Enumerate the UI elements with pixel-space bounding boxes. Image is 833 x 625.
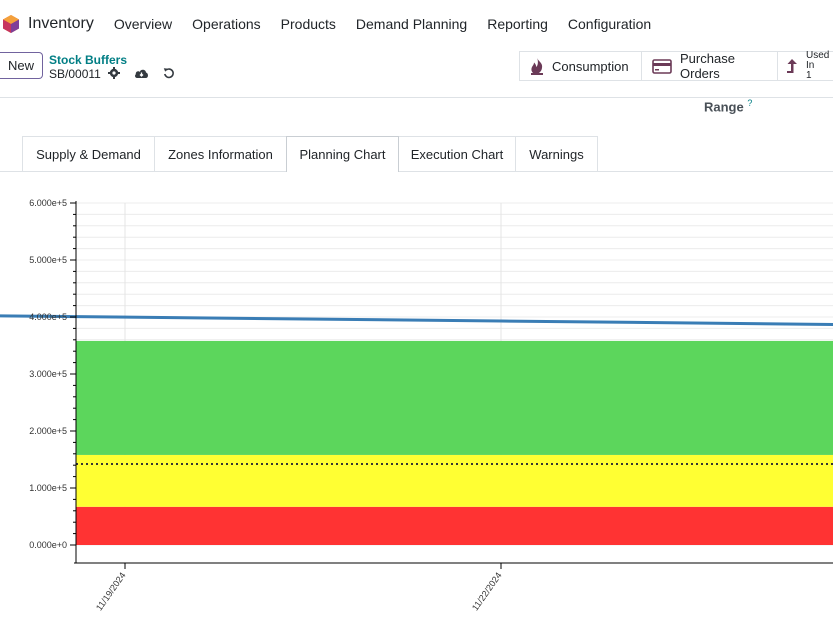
inventory-app-icon[interactable]: [2, 13, 20, 35]
range-field-label: Range ?: [704, 98, 752, 114]
chart-lines: [0, 314, 833, 466]
y-tick-label: 6.000e+5: [29, 198, 67, 208]
tab-zones-information[interactable]: Zones Information: [154, 136, 287, 171]
menu-overview[interactable]: Overview: [113, 15, 173, 32]
series-line-0: [0, 314, 833, 327]
y-tick-label: 4.000e+5: [29, 312, 67, 322]
control-panel: New Stock Buffers SB/00011 Consumption P…: [0, 47, 833, 98]
y-tick-label: 0.000e+0: [29, 540, 67, 550]
discard-undo-icon[interactable]: [163, 67, 175, 79]
y-tick-label: 2.000e+5: [29, 426, 67, 436]
tab-supply-demand[interactable]: Supply & Demand: [22, 136, 155, 171]
y-tick-label: 5.000e+5: [29, 255, 67, 265]
purchase-orders-label: Purchase Orders: [680, 51, 735, 81]
breadcrumb-current: SB/00011: [49, 67, 101, 81]
consumption-label: Consumption: [552, 58, 629, 74]
credit-card-icon: [652, 58, 672, 74]
used-in-count: 1: [806, 70, 812, 81]
tab-warnings[interactable]: Warnings: [515, 136, 598, 171]
chart-zones: [76, 340, 833, 545]
app-name[interactable]: Inventory: [28, 14, 94, 32]
used-in-text: Used In 1: [806, 51, 829, 81]
y-tick-label: 1.000e+5: [29, 483, 67, 493]
menu-demand-planning[interactable]: Demand Planning: [355, 15, 468, 32]
tab-execution-chart[interactable]: Execution Chart: [398, 136, 516, 171]
x-tick-label: 11/22/2024: [470, 570, 504, 612]
menu-configuration[interactable]: Configuration: [567, 15, 652, 32]
range-help-tooltip[interactable]: ?: [747, 98, 753, 108]
menu-reporting[interactable]: Reporting: [487, 15, 548, 32]
consumption-button[interactable]: Consumption: [519, 51, 641, 81]
menu-operations[interactable]: Operations: [192, 15, 261, 32]
new-button[interactable]: New: [0, 52, 43, 79]
smart-buttons: Consumption Purchase Orders Used In 1: [519, 51, 833, 81]
range-label-text: Range: [704, 99, 744, 115]
used-in-button[interactable]: Used In 1: [777, 51, 833, 81]
gear-icon[interactable]: [108, 67, 120, 79]
used-in-label: Used In: [806, 50, 830, 71]
purchase-orders-button[interactable]: Purchase Orders: [641, 51, 777, 81]
top-navbar: Inventory Overview Operations Products D…: [0, 0, 833, 47]
zone-yellow: [76, 454, 833, 507]
fire-icon: [530, 57, 544, 75]
planning-chart: 0.000e+0 1.000e+5 2.000e+5 3.000e+5 4.000e+5…: [0, 198, 833, 613]
menu-products[interactable]: Products: [280, 15, 336, 32]
zone-red: [76, 506, 833, 545]
y-tick-label: 3.000e+5: [29, 369, 67, 379]
breadcrumb-parent[interactable]: Stock Buffers: [49, 53, 128, 67]
level-up-arrow-icon: [786, 58, 798, 74]
cloud-save-icon[interactable]: [134, 67, 149, 79]
zone-green: [76, 340, 833, 455]
x-tick-label: 11/19/2024: [94, 570, 128, 612]
notebook-tabs: Supply & Demand Zones Information Planni…: [0, 136, 833, 172]
record-actions: [108, 67, 175, 79]
tab-planning-chart[interactable]: Planning Chart: [286, 136, 399, 172]
